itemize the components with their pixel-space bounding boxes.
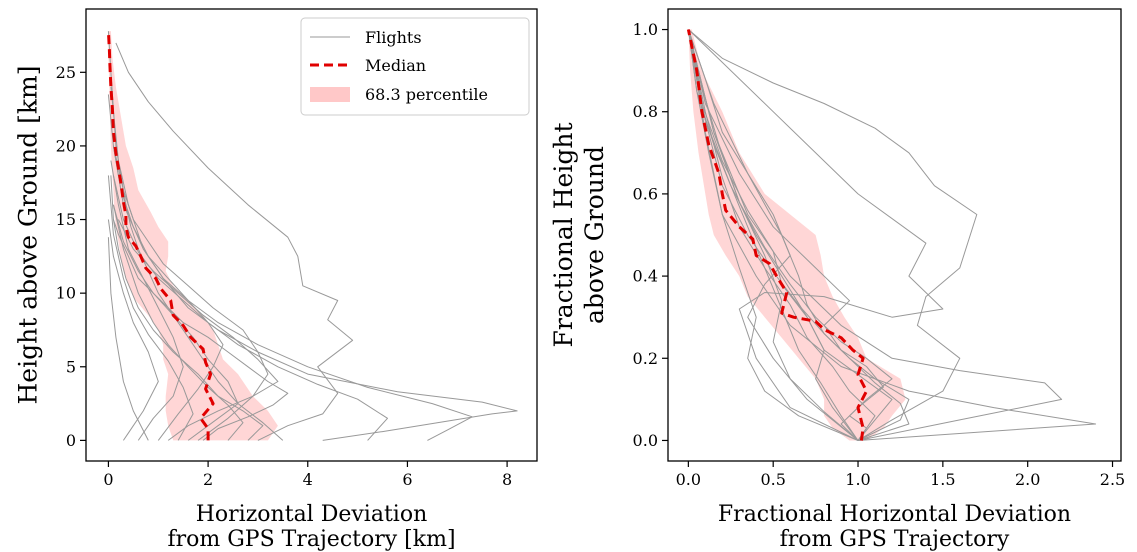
- y-tick-label: 0.0: [633, 431, 658, 450]
- chart-right: 0.0 0.5 1.0 1.5 2.0 2.5 0.0 0.2 0.4 0.6 0.8 1.0 Frac…: [549, 8, 1125, 552]
- y-tick-label: 5: [66, 357, 76, 376]
- flight-line-4: [115, 42, 354, 441]
- y-tick-label: 0.6: [633, 184, 658, 203]
- y-tick-label: 1.0: [633, 20, 658, 39]
- median-line: [686, 29, 868, 441]
- x-axis-label: from GPS Trajectory [km]: [167, 527, 455, 552]
- x-tick-label: 0.0: [676, 470, 701, 489]
- y-tick-label: 0.2: [633, 349, 658, 368]
- x-tick-label: 1.5: [930, 470, 955, 489]
- flight-line-10: [687, 29, 859, 441]
- legend-flights-label: Flights: [365, 28, 422, 47]
- flight-line-2: [112, 145, 473, 441]
- flight-line-2: [688, 29, 944, 441]
- y-axis-label: Height above Ground [km]: [14, 65, 43, 404]
- y-tick-label: 0.4: [633, 267, 658, 286]
- flight-line-15: [112, 219, 289, 441]
- flight-line-12: [687, 29, 910, 441]
- flight-line-12: [107, 219, 159, 441]
- chart-left: 0 2 4 6 8 0 5 10 15 20 25 Horizontal Deviationfrom …: [14, 8, 538, 552]
- x-tick-label: 2.5: [1100, 470, 1125, 489]
- legend-box: [300, 17, 530, 116]
- percentile-band: [108, 31, 278, 441]
- x-axis-label: from GPS Trajectory: [780, 527, 1010, 552]
- legend-median-label: Median: [365, 56, 426, 75]
- legend-percentile-label: 68.3 percentile: [365, 85, 488, 104]
- y-tick-label: 0: [66, 431, 76, 450]
- flight-line-9: [687, 29, 876, 441]
- x-tick-label: 6: [402, 470, 412, 489]
- x-axis-label: Fractional Horizontal Deviation: [718, 502, 1071, 527]
- flight-line-0: [687, 29, 1097, 441]
- flight-line-5: [107, 94, 269, 441]
- axes-frame: [85, 8, 538, 462]
- flight-line-6: [112, 145, 224, 441]
- y-tick-label: 25: [56, 63, 76, 82]
- flight-line-13: [110, 175, 264, 441]
- flight-line-9: [107, 175, 194, 441]
- y-tick-label: 0.8: [633, 102, 658, 121]
- x-tick-label: 0: [103, 470, 113, 489]
- x-tick-label: 2.0: [1015, 470, 1040, 489]
- legend-band-swatch: [310, 87, 350, 102]
- flight-line-7: [687, 29, 910, 441]
- flight-line-1: [110, 86, 518, 441]
- percentile-band: [688, 29, 906, 441]
- flight-line-1: [687, 29, 1063, 441]
- y-axis-label: above Ground: [580, 146, 609, 324]
- flight-line-11: [112, 204, 239, 441]
- x-tick-label: 2: [203, 470, 213, 489]
- y-tick-label: 20: [56, 136, 76, 155]
- x-tick-label: 8: [502, 470, 512, 489]
- y-tick-label: 10: [56, 284, 76, 303]
- y-tick-label: 15: [56, 210, 76, 229]
- flight-line-10: [112, 204, 244, 441]
- y-axis-label: Fractional Height: [549, 123, 578, 348]
- x-axis-label: Horizontal Deviation: [196, 502, 428, 527]
- flight-line-7: [110, 160, 184, 441]
- x-tick-label: 1.0: [845, 470, 870, 489]
- x-tick-label: 0.5: [760, 470, 785, 489]
- legend: Flights Median 68.3 percentile: [300, 17, 530, 116]
- flight-line-14: [687, 29, 893, 441]
- axes-frame: [667, 8, 1122, 462]
- x-tick-label: 4: [303, 470, 313, 489]
- flight-line-3: [688, 29, 978, 441]
- flight-line-13: [687, 29, 859, 441]
- flight-line-14: [117, 219, 279, 441]
- median-line: [106, 31, 215, 441]
- flight-line-8: [107, 237, 149, 441]
